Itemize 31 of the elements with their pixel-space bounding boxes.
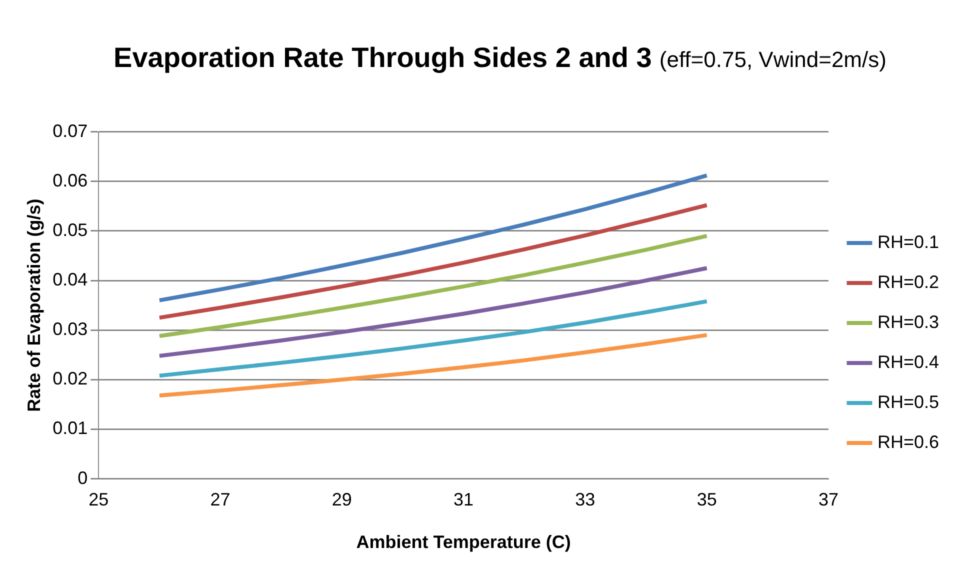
- x-tick-label: 31: [454, 490, 474, 510]
- y-tick-label: 0.02: [52, 368, 88, 389]
- line-series: [157, 266, 709, 358]
- chart-title: Evaporation Rate Through Sides 2 and 3: [114, 42, 652, 73]
- x-tick-label: 33: [575, 490, 596, 510]
- legend-label: RH=0.5: [877, 392, 940, 412]
- y-tick-label: 0.06: [52, 170, 88, 190]
- y-tick-label: 0.01: [52, 418, 88, 438]
- x-axis-title: Ambient Temperature (C): [356, 532, 571, 552]
- x-tick-label: 25: [88, 490, 109, 510]
- x-tick-label: 29: [332, 490, 352, 510]
- y-tick-label: 0.07: [52, 120, 88, 141]
- legend-label: RH=0.4: [877, 352, 940, 372]
- line-series: [157, 299, 709, 378]
- x-tick-label: 37: [818, 490, 838, 510]
- line-series: [157, 333, 709, 398]
- y-tick-label: 0.04: [52, 269, 88, 290]
- legend-label: RH=0.1: [877, 232, 940, 252]
- line-series: [157, 234, 709, 338]
- legend-label: RH=0.2: [877, 272, 940, 292]
- chart-subtitle: (eff=0.75, Vwind=2m/s): [659, 47, 886, 72]
- legend-label: RH=0.6: [877, 432, 940, 452]
- line-series: [157, 203, 709, 320]
- line-series: [157, 173, 709, 302]
- y-tick-label: 0.05: [52, 220, 88, 240]
- x-tick-label: 35: [696, 490, 717, 510]
- y-tick-label: 0: [78, 468, 88, 488]
- y-tick-label: 0.03: [52, 319, 88, 340]
- legend-label: RH=0.3: [877, 312, 940, 332]
- y-axis-title: Rate of Evaporation (g/s): [24, 198, 44, 412]
- x-tick-label: 27: [210, 490, 230, 510]
